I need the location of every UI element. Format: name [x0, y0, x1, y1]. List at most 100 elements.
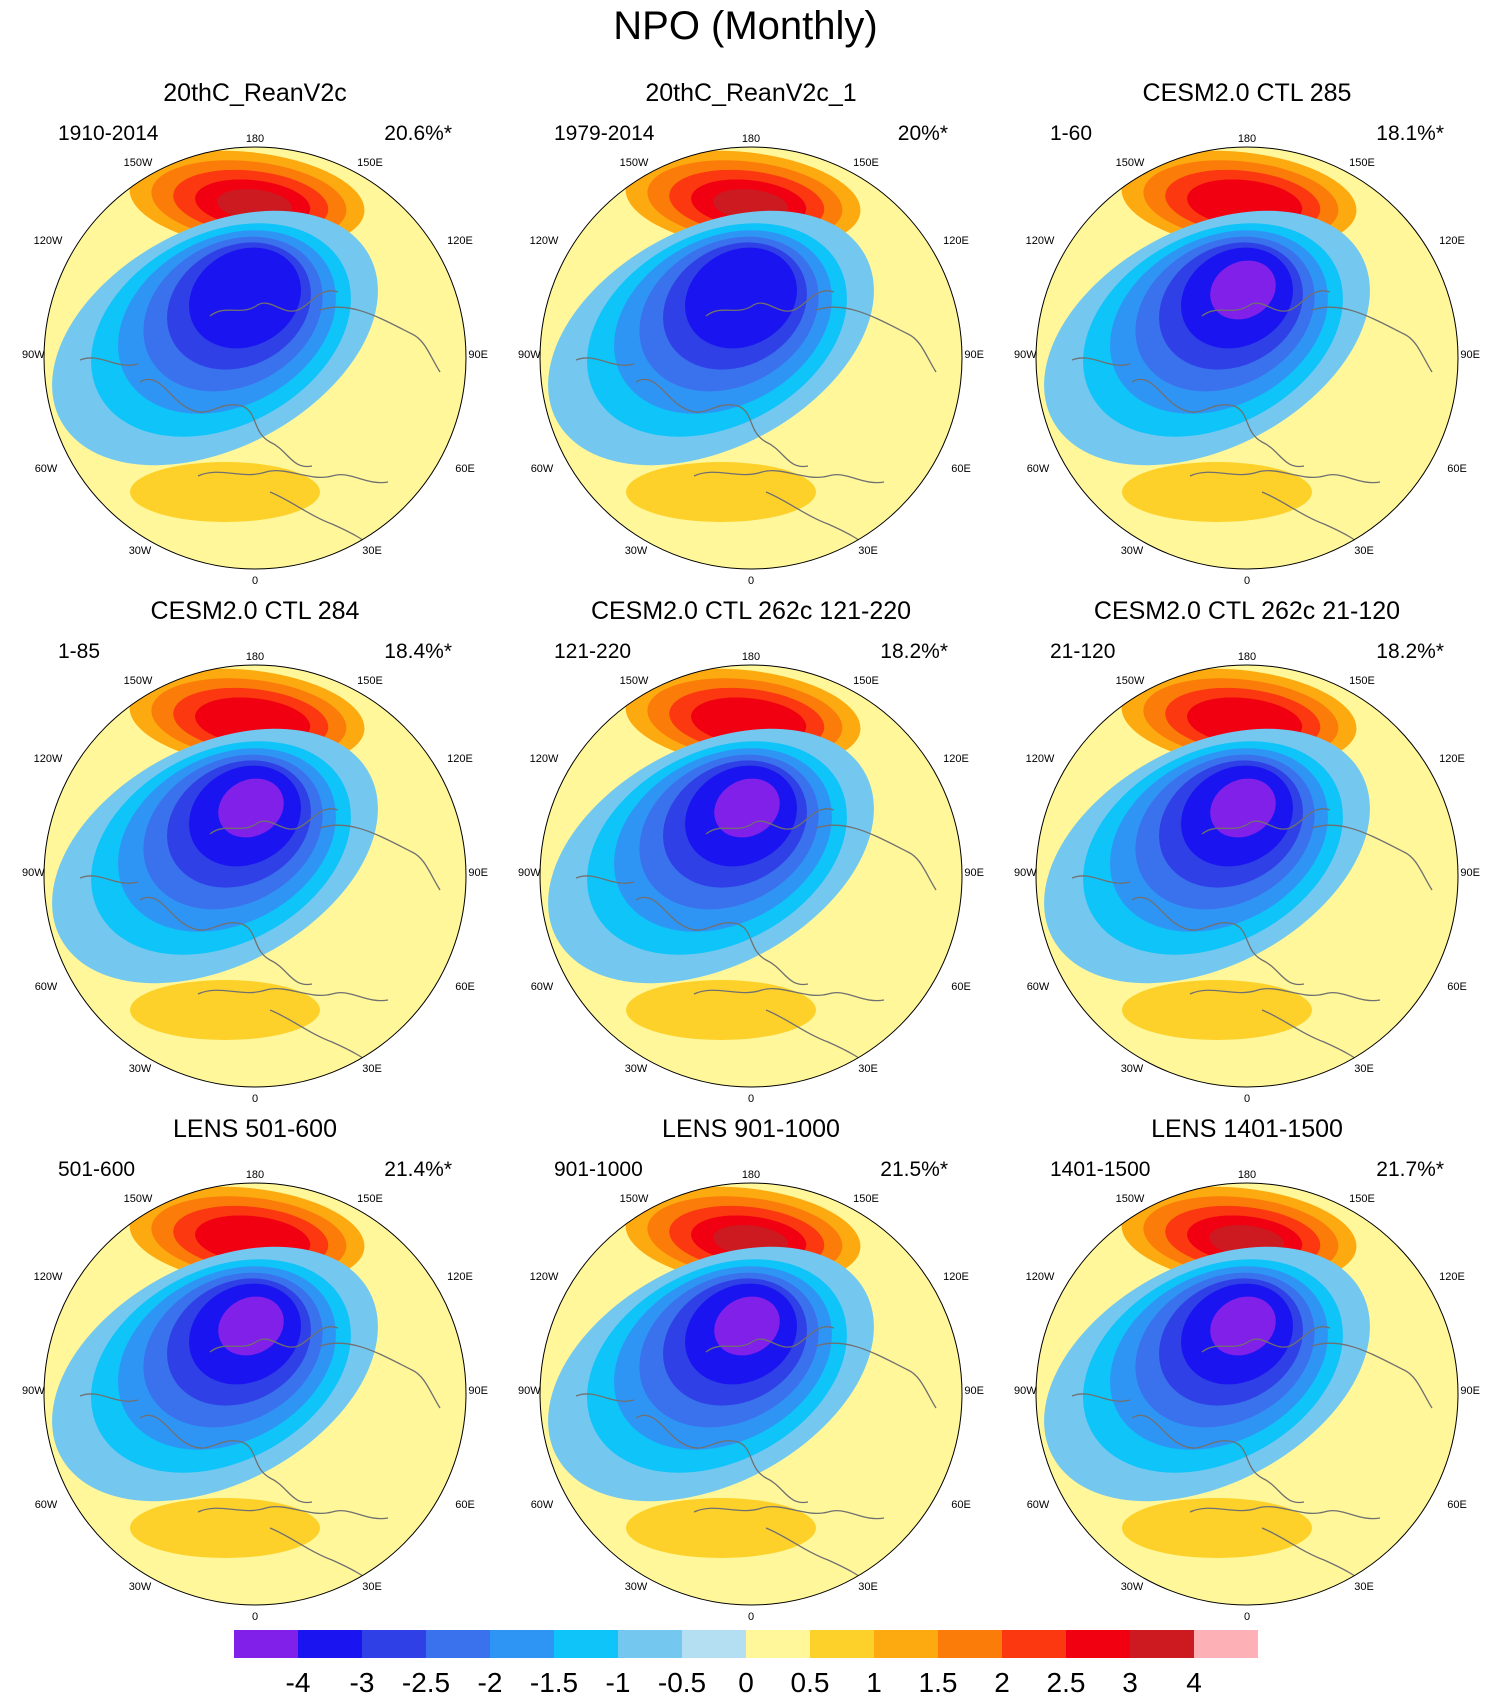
longitude-label: 30E: [858, 545, 878, 557]
panel-title: CESM2.0 CTL 285: [1142, 79, 1352, 107]
polar-map-icon: 180 150W 150E 120W 120E 90W 90E 60W 60E 30W 30E 0: [1014, 133, 1480, 587]
colorbar-tick-label: -2: [478, 1667, 503, 1698]
longitude-label: 30E: [1354, 1581, 1374, 1593]
longitude-label: 30E: [1354, 1063, 1374, 1075]
longitude-label: 150W: [124, 675, 153, 687]
longitude-label: 180: [742, 133, 760, 145]
longitude-label: 150W: [620, 1193, 649, 1205]
longitude-label: 150W: [124, 157, 153, 169]
map-boundary: [43, 146, 467, 570]
panel-variance-explained: 20.6%*: [384, 122, 452, 145]
coastline: [815, 306, 937, 373]
colorbar-swatch: [490, 1630, 554, 1658]
longitude-label: 60W: [531, 1499, 554, 1511]
longitude-label: 60E: [455, 981, 475, 993]
positive-anomaly-contour: [130, 462, 320, 522]
longitude-label: 180: [1238, 1169, 1256, 1181]
longitude-label: 120E: [1439, 1271, 1465, 1283]
panel-variance-explained: 18.1%*: [1376, 122, 1444, 145]
negative-anomaly-contour: [189, 247, 301, 349]
longitude-label: 90E: [1460, 349, 1480, 361]
coastline: [209, 290, 339, 317]
longitude-label: 180: [246, 133, 264, 145]
longitude-label: 150W: [620, 675, 649, 687]
positive-anomaly-contour: [1122, 980, 1312, 1040]
longitude-label: 0: [748, 1093, 754, 1105]
longitude-label: 180: [246, 651, 264, 663]
map-boundary: [43, 1182, 467, 1606]
panel-title: 20thC_ReanV2c: [163, 79, 347, 107]
panel-title: LENS 1401-1500: [1151, 1115, 1343, 1143]
longitude-label: 150W: [1116, 1193, 1145, 1205]
coastline: [693, 988, 885, 1002]
coastline: [1189, 988, 1381, 1002]
coastline: [1201, 1326, 1331, 1353]
colorbar-swatch: [874, 1630, 938, 1658]
longitude-label: 120E: [943, 1271, 969, 1283]
colorbar-swatch: [810, 1630, 874, 1658]
coastline: [1311, 1342, 1433, 1409]
coastline: [79, 1393, 139, 1402]
longitude-label: 0: [748, 575, 754, 587]
panel-period: 1401-1500: [1050, 1158, 1151, 1181]
colorbar-tick-label: 4: [1186, 1667, 1202, 1698]
longitude-label: 0: [252, 1093, 258, 1105]
map-boundary: [1035, 664, 1459, 1088]
longitude-label: 30E: [858, 1581, 878, 1593]
coastline: [139, 378, 313, 468]
coastline: [693, 1506, 885, 1520]
panel-title: LENS 501-600: [172, 1115, 337, 1143]
longitude-label: 60W: [1027, 1499, 1050, 1511]
positive-anomaly-contour: [1122, 1498, 1312, 1558]
longitude-label: 150W: [124, 1193, 153, 1205]
longitude-label: 90E: [964, 867, 984, 879]
panel-period: 1979-2014: [554, 122, 655, 145]
colorbar-swatch: [746, 1630, 810, 1658]
coastline: [705, 1326, 835, 1353]
coastline: [705, 290, 835, 317]
map-boundary: [539, 1182, 963, 1606]
coastline: [79, 357, 139, 366]
longitude-label: 120E: [447, 235, 473, 247]
coastline: [1189, 470, 1381, 484]
coastline: [575, 875, 635, 884]
longitude-label: 90E: [468, 1385, 488, 1397]
colorbar-tick-label: 1.5: [919, 1667, 958, 1698]
panel-variance-explained: 21.5%*: [880, 1158, 948, 1181]
panel-title: 20thC_ReanV2c_1: [645, 79, 857, 107]
longitude-label: 60W: [1027, 463, 1050, 475]
colorbar-tick-label: 1: [866, 1667, 882, 1698]
positive-anomaly-contour: [1122, 462, 1312, 522]
longitude-label: 60E: [455, 463, 475, 475]
colorbar-swatch: [1002, 1630, 1066, 1658]
negative-anomaly-contour: [218, 778, 284, 838]
longitude-label: 180: [246, 1169, 264, 1181]
longitude-label: 30E: [362, 1063, 382, 1075]
positive-anomaly-contour: [626, 980, 816, 1040]
longitude-label: 90E: [964, 1385, 984, 1397]
map-panel: LENS 501-600 501-600 21.4%* 180 150W 150E 120W…: [20, 1114, 490, 1632]
longitude-label: 30W: [625, 1581, 648, 1593]
longitude-label: 90E: [468, 349, 488, 361]
negative-anomaly-contour: [1210, 1296, 1276, 1356]
longitude-label: 180: [1238, 651, 1256, 663]
longitude-label: 90W: [518, 1385, 541, 1397]
longitude-label: 90E: [964, 349, 984, 361]
map-panel: LENS 1401-1500 1401-1500 21.7%* 180 150W 150E…: [1012, 1114, 1482, 1632]
longitude-label: 150W: [620, 157, 649, 169]
longitude-label: 60E: [1447, 981, 1467, 993]
panel-period: 901-1000: [554, 1158, 643, 1181]
longitude-label: 60E: [1447, 1499, 1467, 1511]
colorbar-swatch: [1130, 1630, 1194, 1658]
longitude-label: 90E: [1460, 1385, 1480, 1397]
polar-map-icon: 180 150W 150E 120W 120E 90W 90E 60W 60E 30W 30E 0: [1014, 651, 1480, 1105]
longitude-label: 120W: [34, 753, 63, 765]
coastline: [1311, 306, 1433, 373]
longitude-label: 150W: [1116, 675, 1145, 687]
longitude-label: 120W: [34, 1271, 63, 1283]
coastline: [1311, 824, 1433, 891]
coastline: [575, 1393, 635, 1402]
coastline: [1071, 357, 1131, 366]
longitude-label: 120E: [943, 235, 969, 247]
longitude-label: 0: [1244, 1093, 1250, 1105]
